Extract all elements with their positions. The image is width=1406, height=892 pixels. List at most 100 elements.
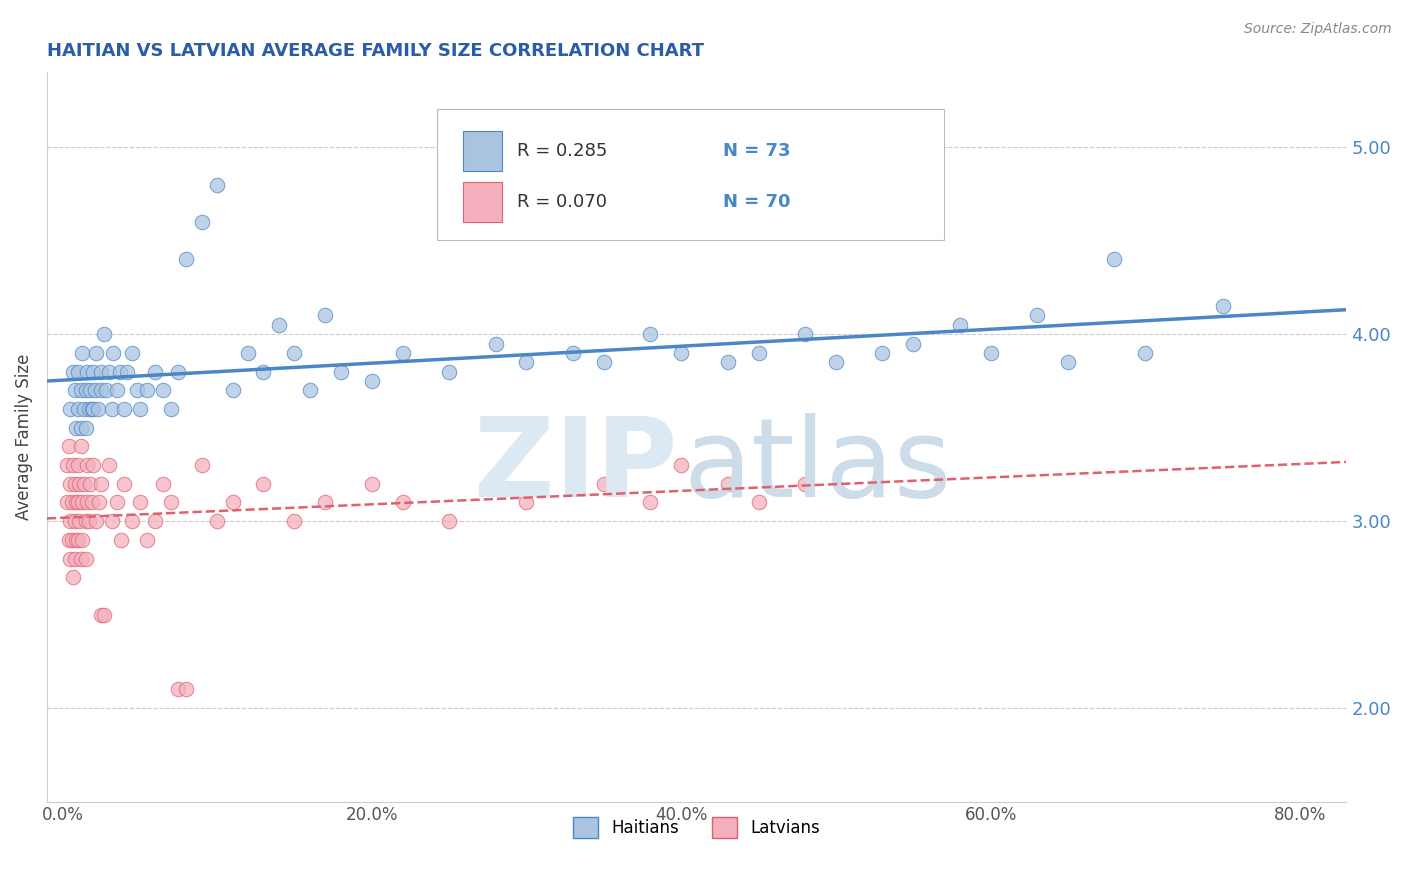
Point xyxy=(1057,355,1080,369)
FancyBboxPatch shape xyxy=(437,109,943,240)
Point xyxy=(58,439,80,453)
Point xyxy=(174,682,197,697)
Point xyxy=(793,476,815,491)
Point xyxy=(391,346,413,360)
Point xyxy=(93,607,115,622)
Point xyxy=(63,384,86,398)
Point xyxy=(60,495,83,509)
Point xyxy=(75,384,97,398)
Point xyxy=(167,365,190,379)
Point xyxy=(73,476,96,491)
Point xyxy=(62,570,84,584)
Point xyxy=(190,215,212,229)
Point xyxy=(283,514,305,528)
Point xyxy=(980,346,1002,360)
Point xyxy=(90,607,112,622)
Point xyxy=(112,476,135,491)
Point xyxy=(298,384,321,398)
Text: atlas: atlas xyxy=(683,413,952,520)
Point xyxy=(82,458,104,472)
Point xyxy=(121,514,143,528)
Point xyxy=(101,514,124,528)
Point xyxy=(82,365,104,379)
Point xyxy=(105,495,128,509)
Text: R = 0.070: R = 0.070 xyxy=(517,194,607,211)
Point xyxy=(75,514,97,528)
Point xyxy=(592,355,614,369)
Point xyxy=(716,355,738,369)
Point xyxy=(437,514,460,528)
Point xyxy=(59,551,82,566)
Point xyxy=(152,476,174,491)
Point xyxy=(86,514,108,528)
Point xyxy=(66,365,89,379)
Point xyxy=(76,458,98,472)
Point xyxy=(1135,346,1157,360)
Point xyxy=(747,495,769,509)
Point xyxy=(56,495,79,509)
Point xyxy=(82,401,104,416)
Point xyxy=(63,476,86,491)
Point xyxy=(63,514,86,528)
Point xyxy=(1212,299,1234,313)
Point xyxy=(117,365,139,379)
Point xyxy=(143,514,166,528)
Point xyxy=(93,327,115,342)
Point xyxy=(360,374,382,388)
Point xyxy=(515,495,537,509)
Point xyxy=(90,384,112,398)
Point xyxy=(60,533,83,547)
Point xyxy=(143,365,166,379)
Point xyxy=(283,346,305,360)
Point xyxy=(174,252,197,267)
Point xyxy=(167,682,190,697)
Point xyxy=(221,495,243,509)
Point xyxy=(903,336,925,351)
Point xyxy=(65,420,87,434)
Point xyxy=(669,458,692,472)
Point xyxy=(72,346,94,360)
Point xyxy=(66,401,89,416)
Point xyxy=(1026,309,1049,323)
Point xyxy=(221,384,243,398)
Point xyxy=(159,495,181,509)
Point xyxy=(125,384,148,398)
Legend: Haitians, Latvians: Haitians, Latvians xyxy=(567,811,827,845)
Point xyxy=(391,495,413,509)
Point xyxy=(94,384,117,398)
Point xyxy=(90,476,112,491)
Text: N = 70: N = 70 xyxy=(723,194,790,211)
Point xyxy=(63,551,86,566)
Point xyxy=(638,495,661,509)
Point xyxy=(314,495,336,509)
Point xyxy=(76,365,98,379)
Point xyxy=(128,401,150,416)
Point xyxy=(205,514,228,528)
Point xyxy=(1104,252,1126,267)
Point xyxy=(638,327,661,342)
Point xyxy=(70,439,93,453)
Point xyxy=(76,495,98,509)
Point xyxy=(59,476,82,491)
Point xyxy=(949,318,972,332)
Point xyxy=(65,533,87,547)
Point xyxy=(267,318,290,332)
Point xyxy=(59,401,82,416)
Point xyxy=(75,551,97,566)
Point xyxy=(112,401,135,416)
Point xyxy=(128,495,150,509)
Point xyxy=(252,476,274,491)
Point xyxy=(136,533,159,547)
Point xyxy=(101,401,124,416)
Point xyxy=(79,476,101,491)
Point xyxy=(75,420,97,434)
Point xyxy=(80,495,103,509)
Point xyxy=(70,551,93,566)
Point xyxy=(65,495,87,509)
Point xyxy=(62,458,84,472)
Point xyxy=(669,346,692,360)
Point xyxy=(90,365,112,379)
Point xyxy=(70,420,93,434)
Point xyxy=(437,365,460,379)
Text: Source: ZipAtlas.com: Source: ZipAtlas.com xyxy=(1244,22,1392,37)
